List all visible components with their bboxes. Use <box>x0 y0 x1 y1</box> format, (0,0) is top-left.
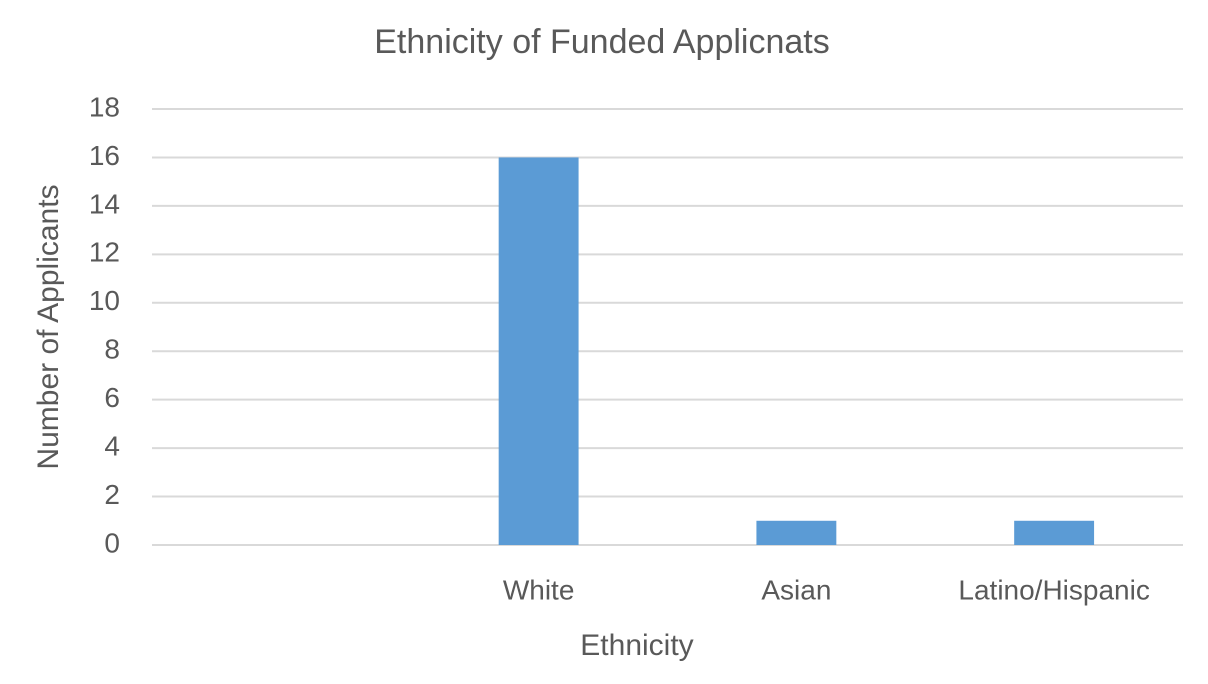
y-tick-label: 6 <box>104 382 120 413</box>
y-tick-label: 12 <box>89 237 120 268</box>
x-tick-label: Asian <box>761 574 831 605</box>
y-tick-label: 2 <box>104 479 120 510</box>
bar <box>498 157 579 545</box>
x-axis-label: Ethnicity <box>580 629 693 662</box>
x-tick-label: White <box>503 574 575 605</box>
y-axis-label: Number of Applicants <box>32 184 65 469</box>
chart-title: Ethnicity of Funded Applicnats <box>374 23 830 61</box>
bar <box>756 520 837 545</box>
x-tick-label: Latino/Hispanic <box>958 574 1149 605</box>
bar <box>1014 520 1095 545</box>
y-tick-label: 14 <box>89 188 120 219</box>
y-tick-label: 16 <box>89 140 120 171</box>
y-tick-label: 18 <box>89 91 120 122</box>
y-tick-label: 4 <box>104 431 120 462</box>
y-tick-label: 0 <box>104 527 120 558</box>
y-tick-label: 10 <box>89 285 120 316</box>
y-tick-label: 8 <box>104 334 120 365</box>
